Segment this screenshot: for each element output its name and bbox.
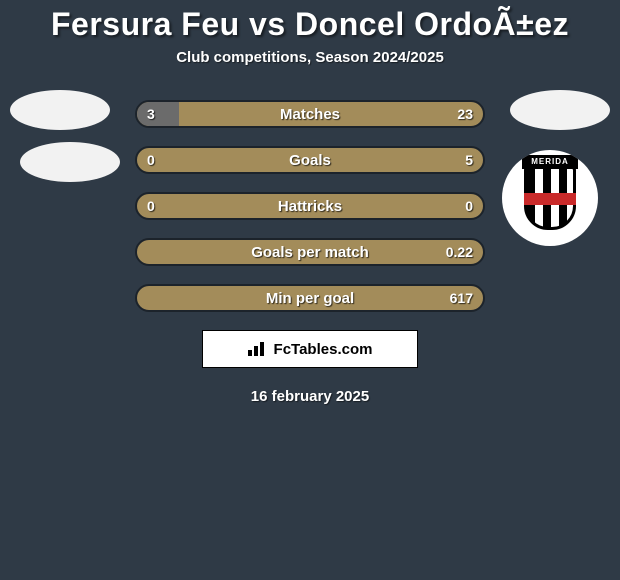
crest-text: MERIDA	[522, 155, 578, 169]
stat-value-right: 0.22	[446, 244, 473, 260]
stat-bars: 3Matches230Goals50Hattricks0Goals per ma…	[135, 100, 485, 312]
stat-value-right: 5	[465, 152, 473, 168]
bar-chart-icon	[248, 342, 268, 356]
stat-label: Goals per match	[137, 244, 483, 261]
club-badge-left-2	[20, 142, 120, 182]
footer-brand-box: FcTables.com	[202, 330, 418, 368]
stat-row: 0Hattricks0	[135, 192, 485, 220]
crest-shield-icon: MERIDA	[524, 166, 576, 230]
stat-value-right: 23	[457, 106, 473, 122]
subtitle: Club competitions, Season 2024/2025	[0, 49, 620, 66]
page-title: Fersura Feu vs Doncel OrdoÃ±ez	[0, 0, 620, 43]
stat-row: Goals per match0.22	[135, 238, 485, 266]
stat-value-right: 617	[450, 290, 473, 306]
stat-value-right: 0	[465, 198, 473, 214]
club-crest-right: MERIDA	[502, 150, 598, 246]
club-badge-left-1	[10, 90, 110, 130]
stat-row: Min per goal617	[135, 284, 485, 312]
crest-band	[524, 193, 576, 205]
date-text: 16 february 2025	[0, 388, 620, 405]
club-badge-right-1	[510, 90, 610, 130]
stat-label: Matches	[137, 106, 483, 123]
stat-label: Min per goal	[137, 290, 483, 307]
stat-row: 0Goals5	[135, 146, 485, 174]
stat-label: Hattricks	[137, 198, 483, 215]
stat-row: 3Matches23	[135, 100, 485, 128]
footer-brand-text: FcTables.com	[274, 341, 373, 358]
stats-area: MERIDA 3Matches230Goals50Hattricks0Goals…	[0, 100, 620, 312]
stat-label: Goals	[137, 152, 483, 169]
